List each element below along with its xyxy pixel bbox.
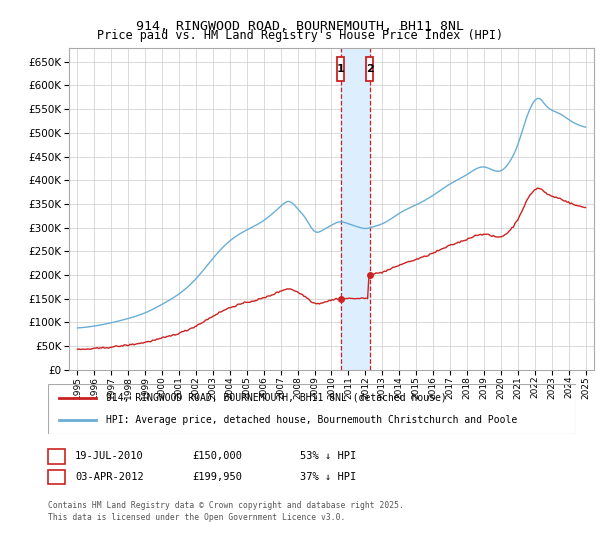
Text: This data is licensed under the Open Government Licence v3.0.: This data is licensed under the Open Gov… — [48, 514, 346, 522]
Bar — [341, 48, 370, 370]
Text: 37% ↓ HPI: 37% ↓ HPI — [300, 472, 356, 482]
Text: 53% ↓ HPI: 53% ↓ HPI — [300, 451, 356, 461]
FancyBboxPatch shape — [337, 57, 344, 81]
Text: 19-JUL-2010: 19-JUL-2010 — [75, 451, 144, 461]
Text: 1: 1 — [337, 64, 344, 74]
Text: Price paid vs. HM Land Registry's House Price Index (HPI): Price paid vs. HM Land Registry's House … — [97, 29, 503, 42]
Text: 03-APR-2012: 03-APR-2012 — [75, 472, 144, 482]
Text: 1: 1 — [53, 451, 59, 461]
Text: 914, RINGWOOD ROAD, BOURNEMOUTH, BH11 8NL: 914, RINGWOOD ROAD, BOURNEMOUTH, BH11 8N… — [136, 20, 464, 32]
Text: Contains HM Land Registry data © Crown copyright and database right 2025.: Contains HM Land Registry data © Crown c… — [48, 501, 404, 510]
FancyBboxPatch shape — [366, 57, 373, 81]
Text: 914, RINGWOOD ROAD, BOURNEMOUTH, BH11 8NL (detached house): 914, RINGWOOD ROAD, BOURNEMOUTH, BH11 8N… — [106, 393, 447, 403]
Text: HPI: Average price, detached house, Bournemouth Christchurch and Poole: HPI: Average price, detached house, Bour… — [106, 415, 517, 425]
Text: £199,950: £199,950 — [192, 472, 242, 482]
Text: 2: 2 — [366, 64, 373, 74]
Text: £150,000: £150,000 — [192, 451, 242, 461]
Text: 2: 2 — [53, 472, 59, 482]
